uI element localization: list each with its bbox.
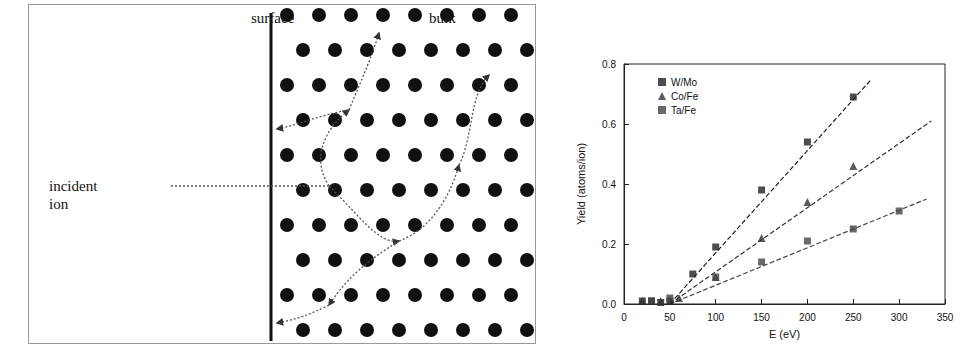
svg-text:0.6: 0.6: [602, 119, 616, 130]
svg-text:bulk: bulk: [429, 10, 456, 26]
svg-text:0.8: 0.8: [602, 59, 616, 70]
svg-text:0.4: 0.4: [602, 179, 616, 190]
svg-text:Yield (atoms/ion): Yield (atoms/ion): [575, 143, 587, 225]
svg-text:ion: ion: [49, 196, 69, 212]
svg-text:0.0: 0.0: [602, 299, 616, 310]
svg-text:300: 300: [891, 312, 908, 323]
svg-text:150: 150: [753, 312, 770, 323]
svg-text:100: 100: [707, 312, 724, 323]
svg-text:surface: surface: [251, 10, 295, 26]
svg-text:350: 350: [937, 312, 954, 323]
svg-text:Co/Fe: Co/Fe: [671, 91, 699, 102]
svg-text:0: 0: [621, 312, 627, 323]
svg-text:0.2: 0.2: [602, 239, 616, 250]
svg-text:250: 250: [845, 312, 862, 323]
svg-text:incident: incident: [49, 178, 98, 194]
svg-text:200: 200: [799, 312, 816, 323]
svg-text:E (eV): E (eV): [769, 328, 800, 340]
svg-text:W/Mo: W/Mo: [671, 77, 698, 88]
svg-text:50: 50: [664, 312, 676, 323]
svg-text:Ta/Fe: Ta/Fe: [671, 105, 696, 116]
